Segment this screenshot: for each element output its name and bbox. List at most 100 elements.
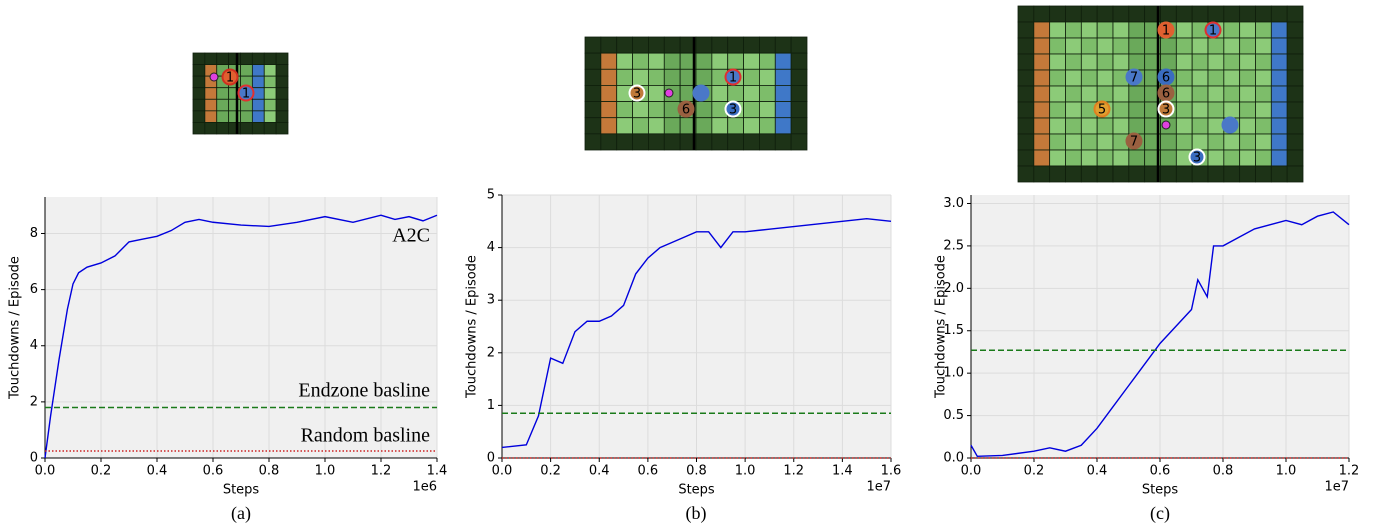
- board-cell: [775, 102, 791, 118]
- board-cell: [1256, 54, 1272, 70]
- board-cell: [1129, 150, 1145, 166]
- board-cell: [193, 53, 205, 65]
- board-cell: [1129, 86, 1145, 102]
- board-cell: [193, 88, 205, 100]
- board-cell: [1256, 22, 1272, 38]
- board-cell: [1271, 118, 1287, 134]
- board-cell: [1240, 54, 1256, 70]
- board-cell: [1256, 150, 1272, 166]
- board-cell: [1129, 54, 1145, 70]
- board-cell: [1018, 134, 1034, 150]
- board-cell: [1018, 150, 1034, 166]
- board-cell: [728, 53, 744, 69]
- board-cell: [791, 118, 807, 134]
- x-offset-label: 1e7: [866, 480, 891, 495]
- board-cell: [775, 69, 791, 85]
- board-cell: [648, 53, 664, 69]
- player-label: 3: [633, 87, 641, 102]
- board-cell: [633, 37, 649, 53]
- board-cell: [1018, 6, 1034, 22]
- board-cell: [1271, 22, 1287, 38]
- board-cell: [744, 102, 760, 118]
- board-cell: [1129, 6, 1145, 22]
- board-cell: [601, 118, 617, 134]
- board-cell: [1097, 118, 1113, 134]
- board-cell: [1224, 102, 1240, 118]
- board-cell: [1208, 70, 1224, 86]
- board-cell: [1287, 150, 1303, 166]
- board-cell: [1271, 6, 1287, 22]
- board-cell: [1097, 86, 1113, 102]
- player-label: 6: [1162, 71, 1170, 86]
- board-cell: [585, 118, 601, 134]
- board-cell: [1240, 6, 1256, 22]
- x-tick-label: 0.4: [1087, 464, 1108, 479]
- board-cell: [1018, 166, 1034, 182]
- board-cell: [1161, 54, 1177, 70]
- board-cell: [1081, 86, 1097, 102]
- board-cell: [1240, 150, 1256, 166]
- ball: [665, 89, 673, 97]
- board-cell: [264, 122, 276, 134]
- x-axis-label: Steps: [678, 483, 715, 498]
- board-cell: [1240, 102, 1256, 118]
- board-cell: [1176, 6, 1192, 22]
- board-cell: [1161, 166, 1177, 182]
- x-tick-label: 0.2: [540, 464, 561, 479]
- board-cell: [1018, 54, 1034, 70]
- board-cell: [775, 85, 791, 101]
- board-cell: [1256, 102, 1272, 118]
- board-cell: [1176, 166, 1192, 182]
- board-cell: [1256, 118, 1272, 134]
- board-cell: [1050, 118, 1066, 134]
- x-tick-label: 0.4: [147, 464, 168, 479]
- board-cell: [696, 118, 712, 134]
- board-cell: [1271, 38, 1287, 54]
- board-cell: [1161, 150, 1177, 166]
- y-tick-label: 4: [30, 338, 38, 353]
- board-cell: [1113, 102, 1129, 118]
- board-cell: [1113, 38, 1129, 54]
- x-tick-label: 0.2: [91, 464, 112, 479]
- board-cell: [1192, 38, 1208, 54]
- board-cell: [696, 37, 712, 53]
- board-cell: [276, 88, 288, 100]
- board-cell: [664, 37, 680, 53]
- board-cell: [1066, 6, 1082, 22]
- x-tick-label: 0.6: [1150, 464, 1171, 479]
- board-cell: [205, 111, 217, 123]
- player: [1223, 118, 1238, 133]
- board-cell: [1287, 102, 1303, 118]
- board-cell: [1271, 102, 1287, 118]
- board-cell: [1034, 70, 1050, 86]
- x-offset-label: 1e6: [412, 480, 437, 495]
- board-cell: [264, 65, 276, 77]
- player-label: 1: [1209, 24, 1217, 39]
- board-cell: [601, 85, 617, 101]
- board-cell: [1066, 134, 1082, 150]
- board-cell: [585, 85, 601, 101]
- board-cell: [744, 53, 760, 69]
- board-cell: [1208, 86, 1224, 102]
- board-cell: [1208, 102, 1224, 118]
- player-label: 1: [729, 71, 737, 86]
- board-cell: [1161, 134, 1177, 150]
- board-cell: [1097, 70, 1113, 86]
- board-cell: [1113, 118, 1129, 134]
- board-cell: [1129, 22, 1145, 38]
- board-cell: [1224, 134, 1240, 150]
- board-cell: [1113, 166, 1129, 182]
- board-cell: [712, 37, 728, 53]
- board-cell: [696, 134, 712, 150]
- board-cell: [1081, 134, 1097, 150]
- board-cell: [696, 102, 712, 118]
- board-cell: [193, 111, 205, 123]
- board-cell: [791, 134, 807, 150]
- board-cell: [205, 88, 217, 100]
- x-tick-label: 1.2: [783, 464, 804, 479]
- board-cell: [1176, 22, 1192, 38]
- board-cell: [633, 134, 649, 150]
- board-cell: [229, 53, 241, 65]
- board-cell: [1066, 38, 1082, 54]
- board-cell: [775, 134, 791, 150]
